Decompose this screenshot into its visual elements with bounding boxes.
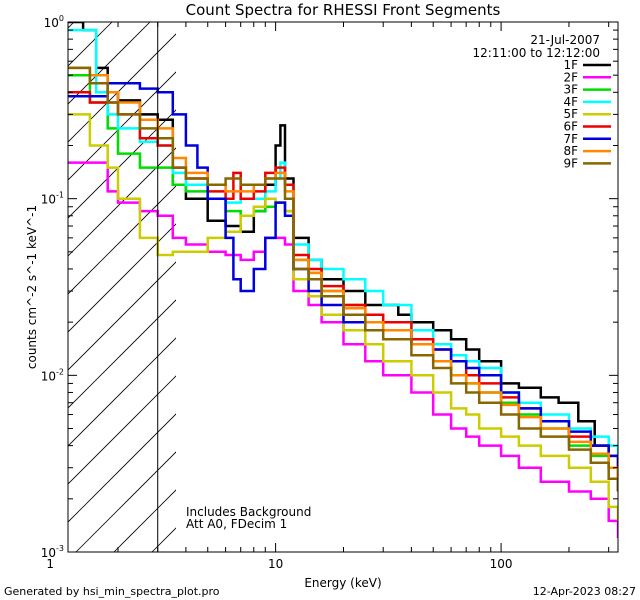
hatch-line-14 [68, 375, 176, 485]
y-tick-label-0: 100 [44, 14, 64, 30]
y-tick-label-2: 10-2 [41, 367, 64, 383]
hatch-line-6 [68, 71, 176, 181]
y-tick-label-1: 10-1 [41, 191, 64, 207]
series-1F [68, 22, 618, 492]
legend-label-2F: 2F [563, 70, 578, 84]
legend-label-5F: 5F [563, 107, 578, 121]
annotation-attenuator: Att A0, FDecim 1 [186, 517, 287, 531]
series-5F [68, 113, 618, 521]
x-axis-label: Energy (keV) [304, 576, 381, 590]
hatch-line-25 [418, 0, 640, 552]
chart-title: Count Spectra for RHESSI Front Segments [186, 1, 501, 19]
legend-time-range: 12:11:00 to 12:12:00 [473, 46, 600, 60]
series-9F [68, 66, 618, 492]
hatch-line-30 [608, 0, 640, 552]
hatch-line-29 [570, 0, 640, 552]
hatch-line-3 [68, 22, 113, 67]
hatch-line-12 [68, 299, 176, 409]
x-tick-label-2: 100 [490, 557, 513, 571]
hatch-line-9 [68, 185, 176, 295]
axis-ticks [68, 21, 618, 553]
legend-label-8F: 8F [563, 144, 578, 158]
x-tick-label-0: 1 [46, 557, 54, 571]
x-tick-label-1: 10 [268, 557, 283, 571]
hatch-line-13 [68, 337, 176, 447]
legend-label-4F: 4F [563, 95, 578, 109]
legend-label-9F: 9F [563, 156, 578, 170]
legend-label-3F: 3F [563, 83, 578, 97]
hatch-line-16 [75, 451, 176, 552]
hatch-line-26 [456, 0, 640, 552]
footer-generated-by: Generated by hsi_min_spectra_plot.pro [4, 585, 220, 598]
legend-label-7F: 7F [563, 132, 578, 146]
hatch-line-17 [113, 489, 176, 552]
hatch-line-11 [68, 261, 176, 371]
series-4F [68, 28, 618, 456]
hatch-line-10 [68, 223, 176, 333]
hatch-line-23 [342, 0, 640, 552]
series-layer [68, 22, 618, 538]
y-axis-label: counts cm^-2 s^-1 keV^-1 [25, 205, 39, 369]
hatch-line-7 [68, 109, 176, 219]
hatch-line-8 [68, 147, 176, 257]
hatch-line-28 [532, 0, 640, 552]
hatch-line-24 [380, 0, 640, 552]
hatch-line-15 [68, 413, 176, 523]
legend-label-1F: 1F [563, 58, 578, 72]
series-2F [68, 161, 618, 538]
series-8F [68, 66, 618, 479]
legend-date: 21-Jul-2007 [530, 33, 600, 47]
legend-label-6F: 6F [563, 120, 578, 134]
hatch-line-20 [228, 0, 640, 552]
footer-timestamp: 12-Apr-2023 08:27 [533, 585, 636, 598]
hatch-line-4 [68, 22, 151, 105]
y-tick-label-3: 10-3 [41, 544, 64, 560]
annotation-background: Includes Background [186, 505, 311, 519]
